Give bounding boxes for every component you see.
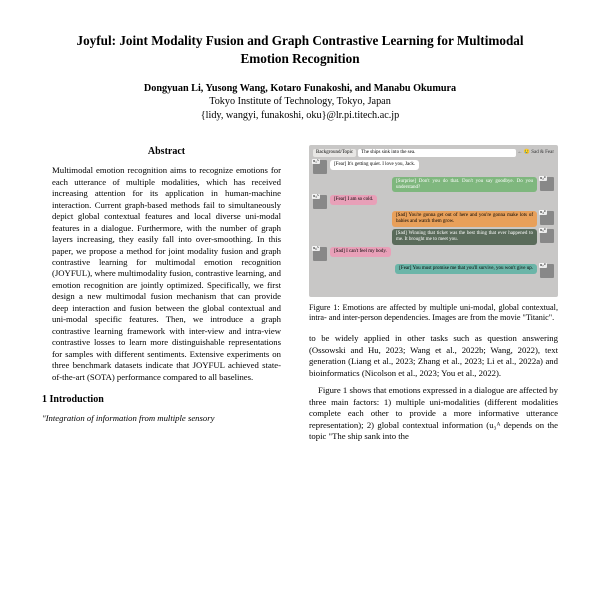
dialogue-figure: Background/Topic The ships sink into the…: [309, 145, 558, 297]
avatar-icon: u₇ᴮ: [540, 264, 554, 278]
section-1-heading: 1 Introduction: [42, 393, 291, 406]
avatar-icon: u₄ᴮ: [540, 211, 554, 225]
dialogue-row: u₂ᴮ [Surprise] Don't you do that. Don't …: [313, 177, 554, 193]
intro-quote: "Integration of information from multipl…: [42, 413, 291, 424]
avatar-icon: u₆ᴬ: [313, 247, 327, 261]
bubble: [Fear] I am so cold.: [330, 195, 377, 205]
authors: Dongyuan Li, Yusong Wang, Kotaro Funakos…: [42, 82, 558, 96]
topic-emotion: ← 😢 Sad & Fear: [518, 150, 555, 156]
authors-block: Dongyuan Li, Yusong Wang, Kotaro Funakos…: [42, 82, 558, 123]
bubble: [Sad] Winning that ticket was the best t…: [392, 229, 537, 245]
topic-tag: Background/Topic: [313, 149, 356, 158]
paper-title: Joyful: Joint Modality Fusion and Graph …: [42, 32, 558, 68]
figure-1-caption: Figure 1: Emotions are affected by multi…: [309, 303, 558, 324]
affiliation: Tokyo Institute of Technology, Tokyo, Ja…: [42, 95, 558, 109]
avatar-icon: u₁ᴬ: [313, 160, 327, 174]
columns: Abstract Multimodal emotion recognition …: [42, 145, 558, 449]
dialogue-row: u₅ᴮ [Sad] Winning that ticket was the be…: [313, 229, 554, 245]
avatar-icon: u₅ᴮ: [540, 229, 554, 243]
abstract-heading: Abstract: [42, 145, 291, 158]
avatar-icon: u₂ᴮ: [540, 177, 554, 191]
dialogue-row: u₄ᴮ [Sad] You're gonna get out of here a…: [313, 211, 554, 227]
figure-1: Background/Topic The ships sink into the…: [309, 145, 558, 297]
email: {lidy, wangyi, funakoshi, oku}@lr.pi.tit…: [42, 109, 558, 123]
abstract-body: Multimodal emotion recognition aims to r…: [42, 165, 291, 383]
bubble: [Fear] You must promise me that you'll s…: [395, 264, 537, 274]
right-para-2: Figure 1 shows that emotions expressed i…: [309, 385, 558, 442]
topic-text: The ships sink into the sea.: [358, 149, 515, 158]
right-para-1: to be widely applied in other tasks such…: [309, 333, 558, 379]
bubble: [Sad] You're gonna get out of here and y…: [392, 211, 537, 227]
bubble: [Fear] It's getting quiet. I love you, J…: [330, 160, 419, 170]
dialogue-row: u₆ᴬ [Sad] I can't feel my body.: [313, 247, 554, 261]
left-column: Abstract Multimodal emotion recognition …: [42, 145, 291, 449]
right-column: Background/Topic The ships sink into the…: [309, 145, 558, 449]
dialogue-row: u₇ᴮ [Fear] You must promise me that you'…: [313, 264, 554, 278]
dialogue-row: u₃ᴬ [Fear] I am so cold.: [313, 195, 554, 209]
bubble: [Sad] I can't feel my body.: [330, 247, 391, 257]
avatar-icon: u₃ᴬ: [313, 195, 327, 209]
dialogue-row: u₁ᴬ [Fear] It's getting quiet. I love yo…: [313, 160, 554, 174]
bubble: [Surprise] Don't you do that. Don't you …: [392, 177, 537, 193]
